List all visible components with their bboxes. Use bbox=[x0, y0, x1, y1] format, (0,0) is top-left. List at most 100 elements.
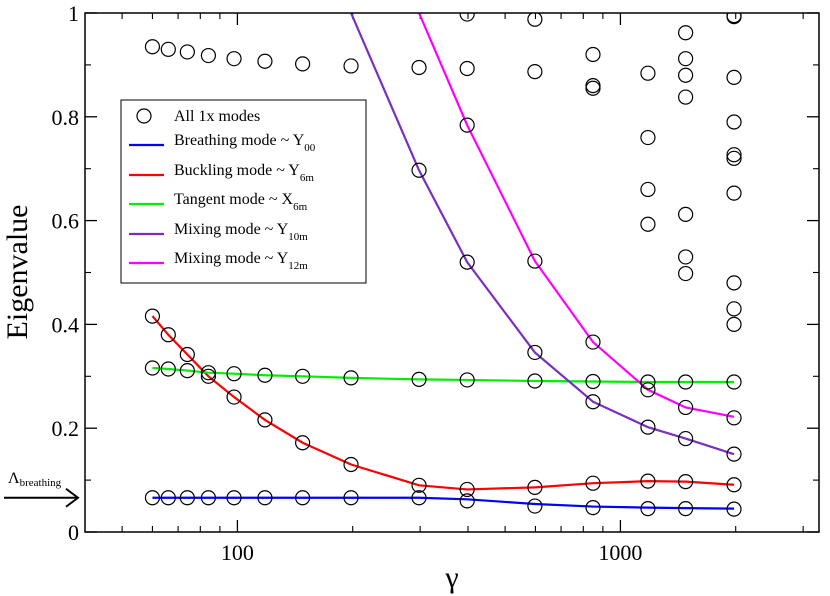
data-point bbox=[160, 361, 176, 377]
data-point bbox=[640, 382, 656, 398]
series-line-0 bbox=[152, 496, 735, 510]
data-point bbox=[640, 181, 656, 198]
data-point bbox=[527, 479, 543, 495]
data-point bbox=[678, 249, 694, 265]
data-point bbox=[585, 334, 601, 350]
data-point bbox=[343, 370, 359, 386]
data-point bbox=[640, 216, 656, 232]
data-point bbox=[527, 13, 543, 27]
data-point bbox=[678, 399, 694, 416]
data-point bbox=[726, 501, 742, 517]
data-point bbox=[726, 446, 742, 462]
y-axis-title: Eigenvalue bbox=[1, 205, 34, 340]
data-point bbox=[160, 327, 176, 343]
data-point bbox=[726, 410, 742, 426]
data-point bbox=[726, 316, 742, 332]
data-point bbox=[726, 13, 742, 25]
data-point bbox=[726, 185, 742, 201]
data-point bbox=[200, 368, 217, 384]
data-point bbox=[179, 346, 195, 363]
data-point bbox=[144, 308, 161, 324]
data-point bbox=[295, 490, 311, 506]
annotation-label-main: Λ bbox=[8, 470, 20, 487]
data-point bbox=[459, 493, 475, 509]
data-point bbox=[459, 481, 475, 498]
data-point bbox=[726, 69, 742, 85]
data-point bbox=[678, 430, 694, 447]
legend-label-mixing-12m-sub: 12m bbox=[288, 260, 308, 272]
data-point bbox=[160, 490, 176, 506]
y-tick-label: 1 bbox=[68, 1, 79, 26]
data-point bbox=[200, 365, 217, 381]
legend-label-mixing-12m: Mixing mode ~ Y12m bbox=[174, 250, 308, 272]
data-point bbox=[257, 490, 273, 506]
data-point bbox=[226, 51, 242, 67]
data-point bbox=[585, 394, 601, 410]
data-point bbox=[678, 51, 694, 67]
data-point bbox=[527, 64, 543, 80]
legend-label-tangent: Tangent mode ~ X6m bbox=[174, 191, 308, 213]
data-point bbox=[640, 473, 656, 489]
data-point bbox=[411, 59, 427, 76]
data-point bbox=[295, 56, 311, 72]
data-point bbox=[678, 374, 694, 390]
data-point bbox=[726, 147, 742, 163]
annotation-label-sub: breathing bbox=[20, 477, 62, 489]
data-point bbox=[459, 60, 475, 77]
data-point bbox=[459, 117, 475, 133]
data-point bbox=[640, 419, 656, 435]
data-point bbox=[640, 501, 656, 517]
legend-label-mixing-10m-sub: 10m bbox=[288, 231, 308, 243]
data-point bbox=[527, 498, 543, 514]
annotation-label: Λbreathing bbox=[8, 470, 62, 489]
data-point bbox=[640, 129, 656, 146]
data-point bbox=[144, 39, 161, 55]
legend-label-tangent-sub: 6m bbox=[293, 201, 308, 213]
data-point bbox=[343, 456, 359, 473]
y-tick-label: 0.8 bbox=[52, 105, 80, 130]
data-point bbox=[257, 53, 273, 69]
legend-label-mixing-12m-main: Mixing mode ~ Y bbox=[174, 250, 289, 267]
data-point bbox=[226, 389, 242, 405]
series-line-3 bbox=[350, 13, 735, 456]
data-point bbox=[343, 58, 359, 74]
data-point bbox=[640, 65, 656, 81]
data-point bbox=[726, 114, 742, 130]
data-point bbox=[179, 362, 195, 379]
data-point bbox=[726, 150, 742, 166]
y-tick-label: 0.4 bbox=[52, 312, 80, 337]
legend-label-mixing-10m: Mixing mode ~ Y10m bbox=[174, 221, 308, 243]
data-point bbox=[226, 366, 242, 382]
plot-frame bbox=[84, 12, 820, 533]
legend-label-breathing: Breathing mode ~ Y00 bbox=[174, 132, 316, 154]
data-point bbox=[527, 344, 543, 361]
data-point bbox=[585, 500, 601, 516]
y-tick-label: 0.6 bbox=[52, 209, 80, 234]
data-point bbox=[160, 41, 176, 57]
data-point bbox=[179, 44, 195, 60]
data-point bbox=[295, 435, 311, 451]
legend-label-buckling: Buckling mode ~ Y6m bbox=[174, 162, 314, 184]
series-line-4 bbox=[418, 13, 735, 418]
data-point bbox=[411, 477, 427, 493]
data-point bbox=[295, 368, 311, 384]
data-point bbox=[200, 47, 217, 64]
data-point bbox=[678, 501, 694, 517]
legend: All 1x modes Breathing mode ~ Y00 Buckli… bbox=[120, 99, 367, 284]
data-point bbox=[200, 490, 217, 506]
x-axis-title: γ bbox=[444, 561, 458, 594]
data-point bbox=[226, 490, 242, 506]
data-point bbox=[343, 490, 359, 506]
data-point bbox=[678, 474, 694, 490]
data-point bbox=[640, 374, 656, 390]
data-point bbox=[527, 253, 543, 269]
legend-marker-icon bbox=[136, 108, 152, 124]
data-point bbox=[678, 265, 694, 282]
data-point bbox=[459, 13, 475, 22]
data-point bbox=[144, 490, 161, 506]
scatter-markers bbox=[144, 13, 742, 517]
data-point bbox=[726, 477, 742, 493]
data-point bbox=[585, 46, 601, 63]
data-point bbox=[179, 490, 195, 506]
